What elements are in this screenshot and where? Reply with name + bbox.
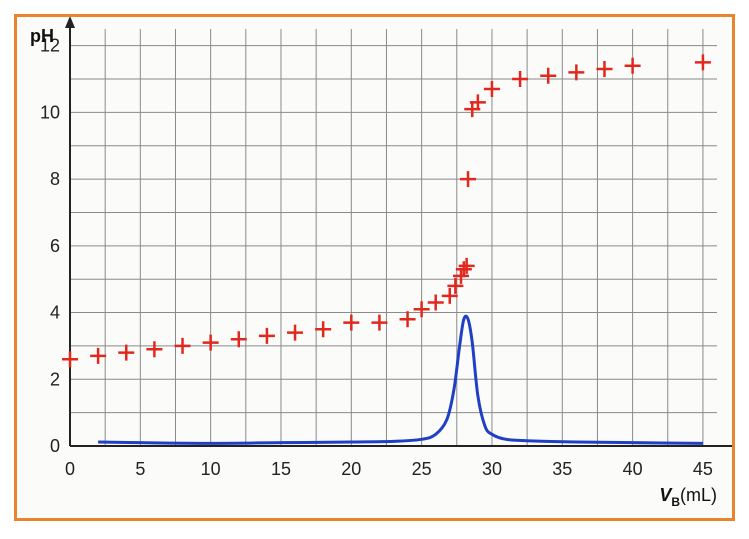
data-point [315, 321, 332, 338]
x-tick-label: 25 [412, 459, 432, 479]
ph-points [62, 54, 711, 368]
data-point [90, 347, 107, 364]
data-point [568, 64, 585, 81]
y-tick-label: 2 [50, 369, 60, 389]
data-point [146, 341, 163, 358]
data-point [118, 344, 135, 361]
data-point [512, 71, 529, 88]
x-axis-label-var: V [659, 485, 673, 505]
data-point [483, 81, 500, 98]
data-point [469, 94, 486, 111]
data-point [230, 331, 247, 348]
data-point [371, 314, 388, 331]
data-point [596, 61, 613, 78]
data-point [427, 294, 444, 311]
x-tick-label: 40 [623, 459, 643, 479]
data-point [343, 314, 360, 331]
data-point [694, 54, 711, 71]
y-tick-label: 8 [50, 169, 60, 189]
data-point [287, 324, 304, 341]
data-point [447, 277, 464, 294]
x-tick-label: 35 [552, 459, 572, 479]
derivative-curve [98, 314, 703, 445]
titration-chart: 0 5 10 15 20 25 30 35 40 45 0 2 4 6 8 10 12 pH VB(mL) [30, 17, 732, 509]
data-point [458, 257, 475, 274]
data-point [258, 327, 275, 344]
y-tick-label: 0 [50, 436, 60, 456]
data-point [174, 337, 191, 354]
x-tick-label: 5 [135, 459, 145, 479]
y-tick-label: 6 [50, 236, 60, 256]
data-point [413, 301, 430, 318]
x-tick-label: 30 [482, 459, 502, 479]
data-point [460, 171, 477, 188]
data-point [453, 267, 470, 284]
data-point [455, 261, 472, 278]
x-axis-label: VB(mL) [659, 485, 717, 509]
grid [69, 29, 717, 447]
data-point [624, 57, 641, 74]
y-tick-label: 12 [40, 36, 60, 56]
axes [65, 17, 732, 447]
x-tick-label: 0 [65, 459, 75, 479]
x-axis-label-sub: B [671, 495, 680, 509]
data-point [441, 287, 458, 304]
y-axis-label: pH [30, 26, 54, 46]
data-point [399, 311, 416, 328]
data-point [202, 334, 219, 351]
data-point [540, 67, 557, 84]
tick-labels: 0 5 10 15 20 25 30 35 40 45 0 2 4 6 8 10 12 [40, 36, 713, 479]
x-tick-label: 10 [201, 459, 221, 479]
chart-frame: 0 5 10 15 20 25 30 35 40 45 0 2 4 6 8 10 12 pH VB(mL) [14, 14, 735, 521]
y-axis-arrow [65, 17, 75, 28]
x-tick-label: 20 [341, 459, 361, 479]
x-tick-label: 45 [693, 459, 713, 479]
x-tick-label: 15 [271, 459, 291, 479]
x-axis-label-unit: (mL) [680, 485, 717, 505]
y-tick-label: 4 [50, 303, 60, 323]
data-point [62, 351, 78, 368]
y-tick-label: 10 [40, 102, 60, 122]
